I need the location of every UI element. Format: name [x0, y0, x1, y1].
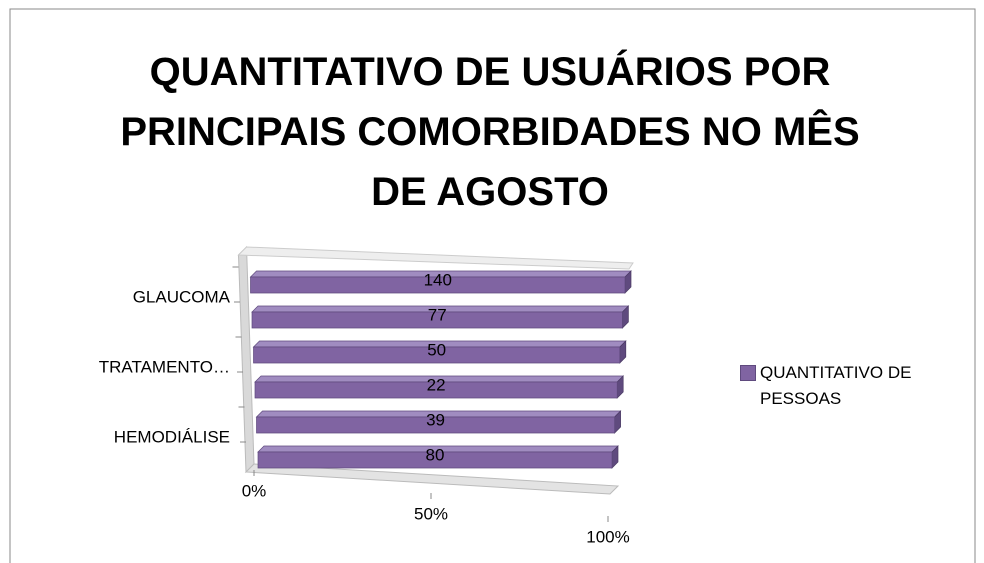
data-label: 77	[428, 305, 447, 324]
legend-key	[740, 365, 756, 381]
x-tick-label: 0%	[242, 481, 267, 500]
bar	[255, 410, 622, 434]
top-wall	[237, 246, 634, 270]
bar	[251, 305, 630, 329]
bar	[257, 445, 619, 469]
x-tick-label: 50%	[414, 504, 448, 523]
bar	[252, 340, 627, 364]
y-tick-label: HEMODIÁLISE	[114, 427, 230, 446]
bar-front	[254, 381, 618, 399]
chart-frame	[9, 8, 976, 563]
chart-title: QUANTITATIVO DE USUÁRIOS POR PRINCIPAIS …	[120, 50, 860, 214]
bar-front	[256, 416, 615, 434]
bar-front	[250, 276, 626, 294]
y-tick-label: TRATAMENTO…	[99, 357, 230, 376]
floor	[244, 463, 620, 495]
data-label: 140	[424, 270, 452, 289]
bar-front	[253, 346, 621, 364]
data-label: 50	[427, 340, 446, 359]
bar-front	[257, 451, 613, 469]
data-label: 22	[427, 375, 446, 394]
bar	[249, 270, 632, 294]
data-label: 39	[426, 410, 445, 429]
y-tick-label: GLAUCOMA	[133, 287, 231, 306]
bar	[254, 375, 625, 399]
legend-label: QUANTITATIVO DE PESSOAS	[760, 363, 912, 408]
data-label: 80	[426, 445, 445, 464]
bar-front	[251, 311, 623, 329]
x-tick-label: 100%	[586, 527, 629, 546]
